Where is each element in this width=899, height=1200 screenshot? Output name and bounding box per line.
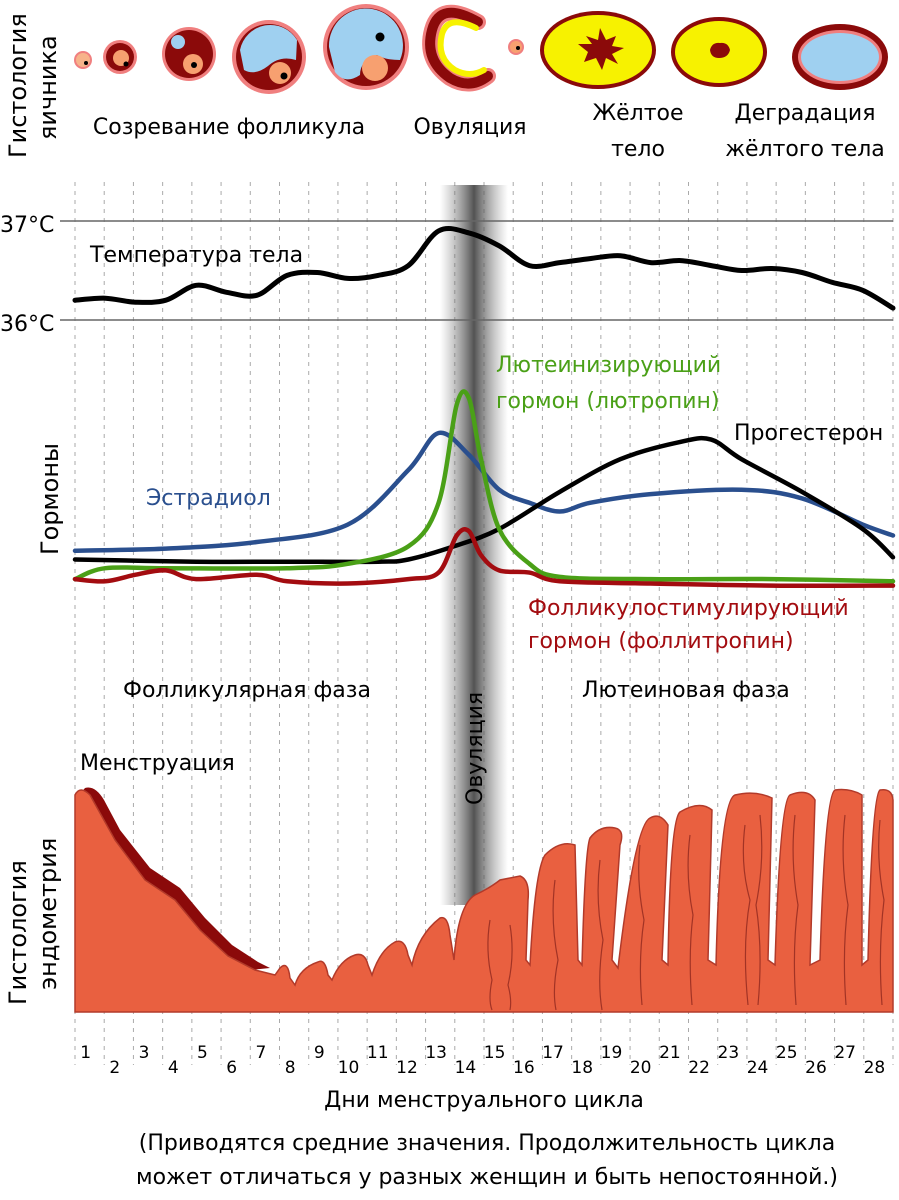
day-grid — [74, 182, 894, 1065]
x-axis: 1234567891011121314151617181920212223242… — [80, 1043, 885, 1113]
day-tick-label: 21 — [659, 1043, 681, 1063]
temperature-chart: 37°C 36°C Температура тела — [0, 213, 896, 337]
hormone-curve-0 — [72, 430, 896, 554]
lh-label-2: гормон (лютропин) — [496, 389, 719, 414]
hormones-side-label: Гормоны — [36, 443, 64, 555]
ruptured-follicle-icon — [422, 4, 524, 92]
follicle-antral-icon — [232, 20, 306, 94]
follicle-primary-icon — [103, 40, 137, 74]
ovary-side-label-2: яичника — [34, 35, 62, 140]
corpus-luteum-late-icon — [671, 17, 767, 87]
day-tick-label: 8 — [285, 1058, 296, 1078]
x-axis-label: Дни менструального цикла — [324, 1088, 644, 1113]
progesterone-label: Прогестерон — [734, 421, 883, 446]
day-tick-label: 16 — [513, 1058, 535, 1078]
stage-corpus-label-2: тело — [611, 137, 665, 162]
temp-tick-37: 37°C — [0, 213, 54, 238]
day-tick-label: 23 — [718, 1043, 740, 1063]
fsh-label-2: гормон (фоллитропин) — [528, 629, 794, 654]
day-tick-label: 20 — [630, 1058, 652, 1078]
hormones-chart: Гормоны Эстрадиол Лютеинизирующий гормон… — [36, 353, 896, 654]
ovulation-vertical-label: Овуляция — [463, 692, 488, 805]
day-tick-label: 2 — [109, 1058, 120, 1078]
lh-label-1: Лютеинизирующий — [496, 353, 721, 378]
follicle-primordial-icon — [74, 51, 92, 69]
day-tick-label: 17 — [542, 1043, 564, 1063]
menstruation-label: Менструация — [80, 751, 235, 776]
follicular-phase-label: Фолликулярная фаза — [123, 678, 371, 703]
day-tick-label: 11 — [367, 1043, 389, 1063]
day-tick-label: 9 — [314, 1043, 325, 1063]
corpus-albicans-icon — [792, 24, 888, 90]
stage-degradation-label-1: Деградация — [735, 101, 876, 126]
day-tick-label: 10 — [338, 1058, 360, 1078]
endometrium-histology: Гистология эндометрия Менструация — [4, 751, 894, 1013]
day-tick-label: 24 — [747, 1058, 769, 1078]
day-tick-label: 13 — [425, 1043, 447, 1063]
temperature-label: Температура тела — [89, 243, 303, 268]
estradiol-label: Эстрадиол — [146, 486, 271, 511]
day-tick-label: 26 — [805, 1058, 827, 1078]
day-tick-label: 15 — [484, 1043, 506, 1063]
endometrium-side-label-2: эндометрия — [34, 838, 62, 990]
day-tick-label: 25 — [776, 1043, 798, 1063]
endometrium-side-label-1: Гистология — [4, 860, 32, 1005]
day-tick-label: 27 — [834, 1043, 856, 1063]
day-tick-label: 14 — [455, 1058, 477, 1078]
luteal-phase-label: Лютеиновая фаза — [582, 678, 790, 703]
day-tick-label: 19 — [601, 1043, 623, 1063]
stage-degradation-label-2: жёлтого тела — [725, 137, 885, 162]
hormone-curve-3 — [72, 527, 896, 589]
stage-maturation-label: Созревание фолликула — [93, 115, 365, 140]
footnote-line-1: (Приводятся средние значения. Продолжите… — [139, 1131, 835, 1156]
stage-ovulation-label: Овуляция — [413, 115, 526, 140]
ovary-histology: Гистология яичника — [4, 4, 888, 162]
hormone-curve-2 — [72, 435, 896, 565]
day-tick-labels: 1234567891011121314151617181920212223242… — [80, 1043, 885, 1078]
day-tick-label: 5 — [197, 1043, 208, 1063]
day-tick-label: 1 — [80, 1043, 91, 1063]
hormone-curve-1 — [72, 389, 896, 584]
corpus-luteum-icon — [540, 11, 656, 89]
ovary-side-label-1: Гистология — [4, 13, 32, 158]
day-tick-label: 4 — [168, 1058, 179, 1078]
follicle-graafian-icon — [323, 4, 409, 90]
fsh-label-1: Фолликулостимулирующий — [528, 596, 849, 621]
temperature-curve — [72, 226, 896, 311]
follicle-secondary-icon — [162, 27, 216, 81]
day-tick-label: 6 — [226, 1058, 237, 1078]
day-tick-label: 3 — [139, 1043, 150, 1063]
temp-tick-36: 36°C — [0, 312, 54, 337]
footnote-line-2: может отличаться у разных женщин и быть … — [136, 1165, 838, 1190]
day-tick-label: 22 — [688, 1058, 710, 1078]
hormone-curves — [72, 389, 896, 589]
stage-corpus-label-1: Жёлтое — [592, 101, 683, 126]
phases: Фолликулярная фаза Лютеиновая фаза Овуля… — [123, 678, 790, 805]
day-tick-label: 28 — [864, 1058, 886, 1078]
endometrial-glands — [487, 814, 885, 1011]
day-tick-label: 7 — [255, 1043, 266, 1063]
day-tick-label: 18 — [571, 1058, 593, 1078]
day-tick-label: 12 — [396, 1058, 418, 1078]
